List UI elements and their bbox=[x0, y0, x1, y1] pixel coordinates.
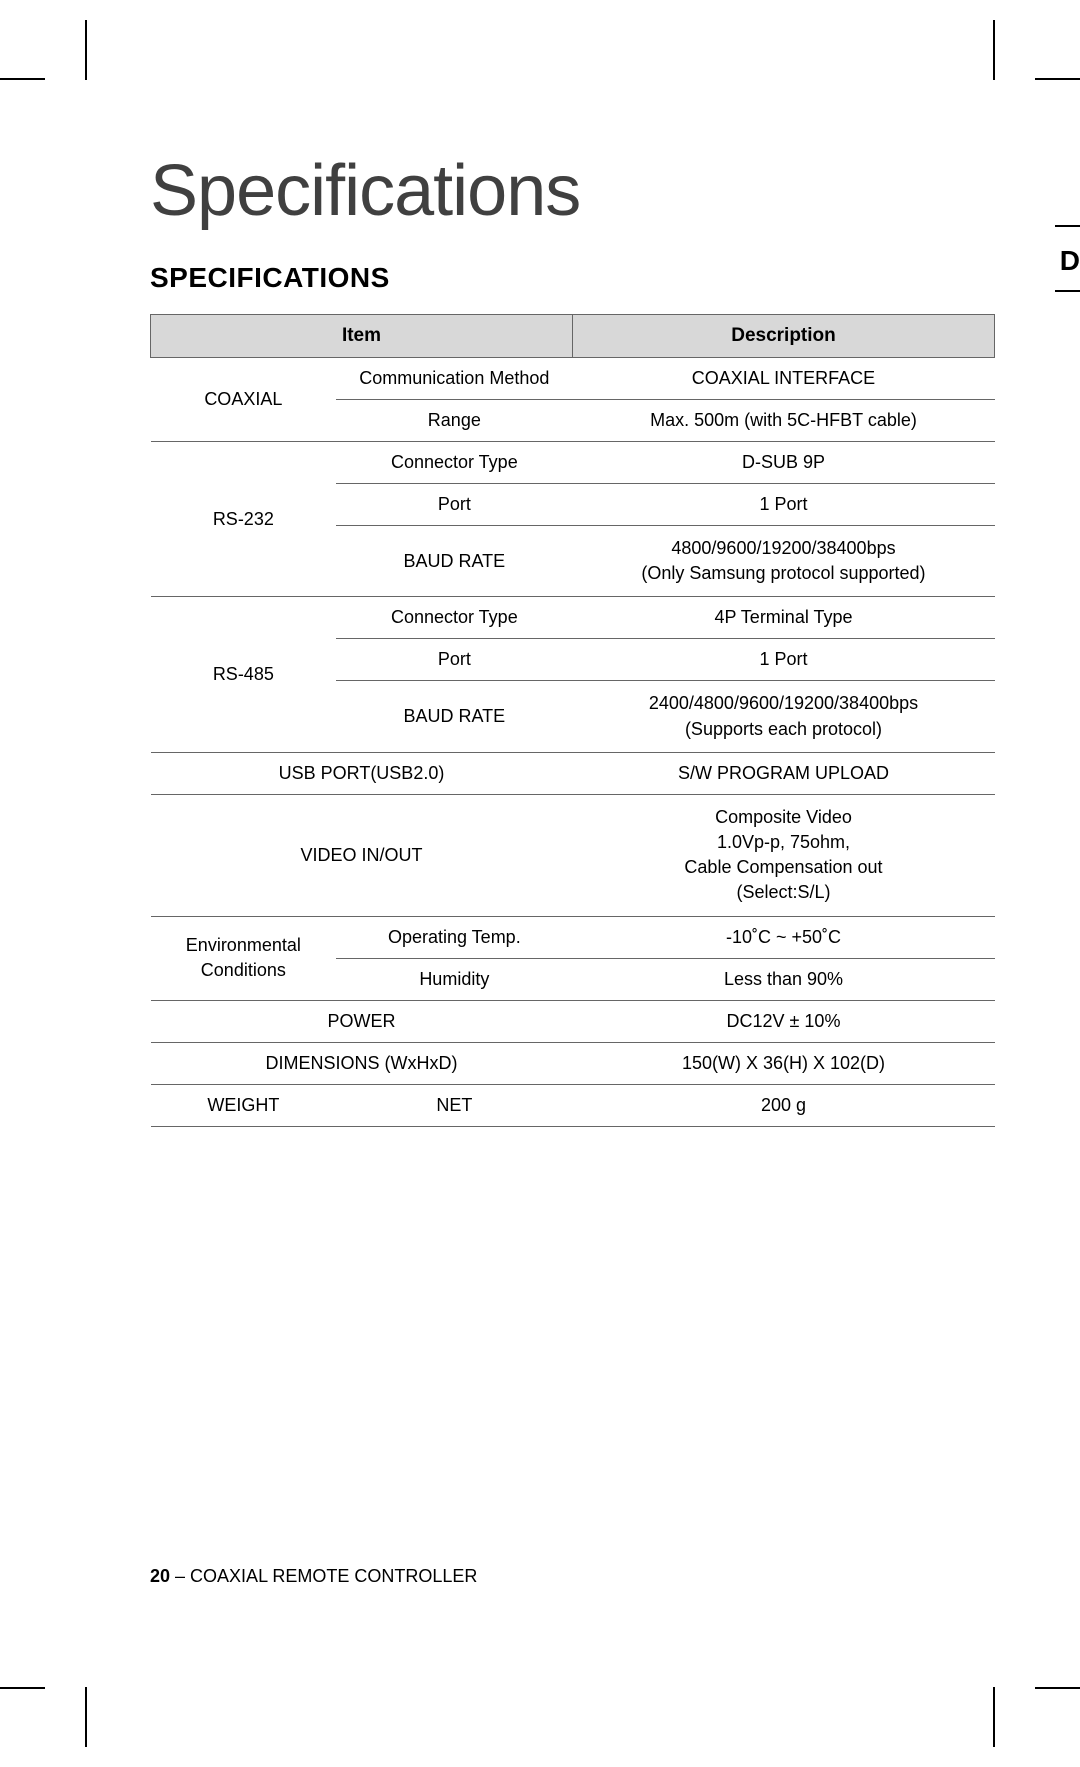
cell-desc: S/W PROGRAM UPLOAD bbox=[572, 752, 994, 794]
cell-line: Conditions bbox=[201, 960, 286, 980]
cell-item: NET bbox=[336, 1084, 572, 1126]
cell-item: USB PORT(USB2.0) bbox=[151, 752, 573, 794]
crop-mark bbox=[85, 1687, 87, 1747]
table-row: DIMENSIONS (WxHxD) 150(W) X 36(H) X 102(… bbox=[151, 1042, 995, 1084]
footer-page-number: 20 bbox=[150, 1566, 170, 1586]
cell-item: Communication Method bbox=[336, 358, 572, 400]
cell-desc: D-SUB 9P bbox=[572, 442, 994, 484]
cell-item: Connector Type bbox=[336, 597, 572, 639]
cell-group: RS-232 bbox=[151, 442, 337, 597]
cell-item: Operating Temp. bbox=[336, 916, 572, 958]
cell-desc-line: 1.0Vp-p, 75ohm, bbox=[717, 832, 850, 852]
cell-item: Connector Type bbox=[336, 442, 572, 484]
cell-desc-line: (Select:S/L) bbox=[736, 882, 830, 902]
table-row: WEIGHT NET 200 g bbox=[151, 1084, 995, 1126]
crop-mark bbox=[85, 20, 87, 80]
page-content: Specifications SPECIFICATIONS Item Descr… bbox=[150, 150, 995, 1127]
cell-desc: -10˚C ~ +50˚C bbox=[572, 916, 994, 958]
edge-line bbox=[1055, 290, 1080, 292]
cell-item: DIMENSIONS (WxHxD) bbox=[151, 1042, 573, 1084]
section-heading: SPECIFICATIONS bbox=[150, 262, 995, 294]
cell-desc: 4P Terminal Type bbox=[572, 597, 994, 639]
table-row: POWER DC12V ± 10% bbox=[151, 1000, 995, 1042]
header-item: Item bbox=[151, 315, 573, 358]
table-header-row: Item Description bbox=[151, 315, 995, 358]
table-row: COAXIAL Communication Method COAXIAL INT… bbox=[151, 358, 995, 400]
cell-item: BAUD RATE bbox=[336, 526, 572, 597]
cell-item: Humidity bbox=[336, 958, 572, 1000]
cell-item: BAUD RATE bbox=[336, 681, 572, 752]
cell-desc: 200 g bbox=[572, 1084, 994, 1126]
table-row: VIDEO IN/OUT Composite Video 1.0Vp-p, 75… bbox=[151, 794, 995, 916]
header-description: Description bbox=[572, 315, 994, 358]
cell-desc: 1 Port bbox=[572, 639, 994, 681]
table-row: USB PORT(USB2.0) S/W PROGRAM UPLOAD bbox=[151, 752, 995, 794]
cell-item: VIDEO IN/OUT bbox=[151, 794, 573, 916]
cell-desc: Less than 90% bbox=[572, 958, 994, 1000]
cell-desc: 4800/9600/19200/38400bps (Only Samsung p… bbox=[572, 526, 994, 597]
cell-group: RS-485 bbox=[151, 597, 337, 752]
footer-sep: – bbox=[170, 1566, 190, 1586]
cell-group: Environmental Conditions bbox=[151, 916, 337, 1000]
cell-desc: 150(W) X 36(H) X 102(D) bbox=[572, 1042, 994, 1084]
cell-desc: Max. 500m (with 5C-HFBT cable) bbox=[572, 400, 994, 442]
page-footer: 20 – COAXIAL REMOTE CONTROLLER bbox=[150, 1566, 477, 1587]
cell-desc-line: Cable Compensation out bbox=[684, 857, 882, 877]
crop-mark bbox=[0, 78, 45, 80]
cell-desc-line: Composite Video bbox=[715, 807, 852, 827]
cell-item: POWER bbox=[151, 1000, 573, 1042]
cell-item: Range bbox=[336, 400, 572, 442]
cell-desc-line: (Only Samsung protocol supported) bbox=[641, 563, 925, 583]
table-row: RS-232 Connector Type D-SUB 9P bbox=[151, 442, 995, 484]
page-title: Specifications bbox=[150, 150, 995, 232]
cell-desc: 2400/4800/9600/19200/38400bps (Supports … bbox=[572, 681, 994, 752]
cell-desc-line: 4800/9600/19200/38400bps bbox=[671, 538, 895, 558]
specifications-table: Item Description COAXIAL Communication M… bbox=[150, 314, 995, 1127]
crop-mark bbox=[993, 20, 995, 80]
cell-desc: 1 Port bbox=[572, 484, 994, 526]
cell-desc: Composite Video 1.0Vp-p, 75ohm, Cable Co… bbox=[572, 794, 994, 916]
crop-mark bbox=[1035, 78, 1080, 80]
edge-line bbox=[1055, 225, 1080, 227]
cell-item: Port bbox=[336, 484, 572, 526]
cell-line: Environmental bbox=[186, 935, 301, 955]
crop-mark bbox=[0, 1687, 45, 1689]
cell-desc-line: 2400/4800/9600/19200/38400bps bbox=[649, 693, 918, 713]
cell-group: COAXIAL bbox=[151, 358, 337, 442]
cell-group: WEIGHT bbox=[151, 1084, 337, 1126]
crop-mark bbox=[1035, 1687, 1080, 1689]
table-row: RS-485 Connector Type 4P Terminal Type bbox=[151, 597, 995, 639]
edge-letter: D bbox=[1060, 245, 1080, 277]
table-row: Environmental Conditions Operating Temp.… bbox=[151, 916, 995, 958]
crop-mark bbox=[993, 1687, 995, 1747]
cell-desc-line: (Supports each protocol) bbox=[685, 719, 882, 739]
cell-desc: COAXIAL INTERFACE bbox=[572, 358, 994, 400]
cell-desc: DC12V ± 10% bbox=[572, 1000, 994, 1042]
footer-title: COAXIAL REMOTE CONTROLLER bbox=[190, 1566, 477, 1586]
cell-item: Port bbox=[336, 639, 572, 681]
